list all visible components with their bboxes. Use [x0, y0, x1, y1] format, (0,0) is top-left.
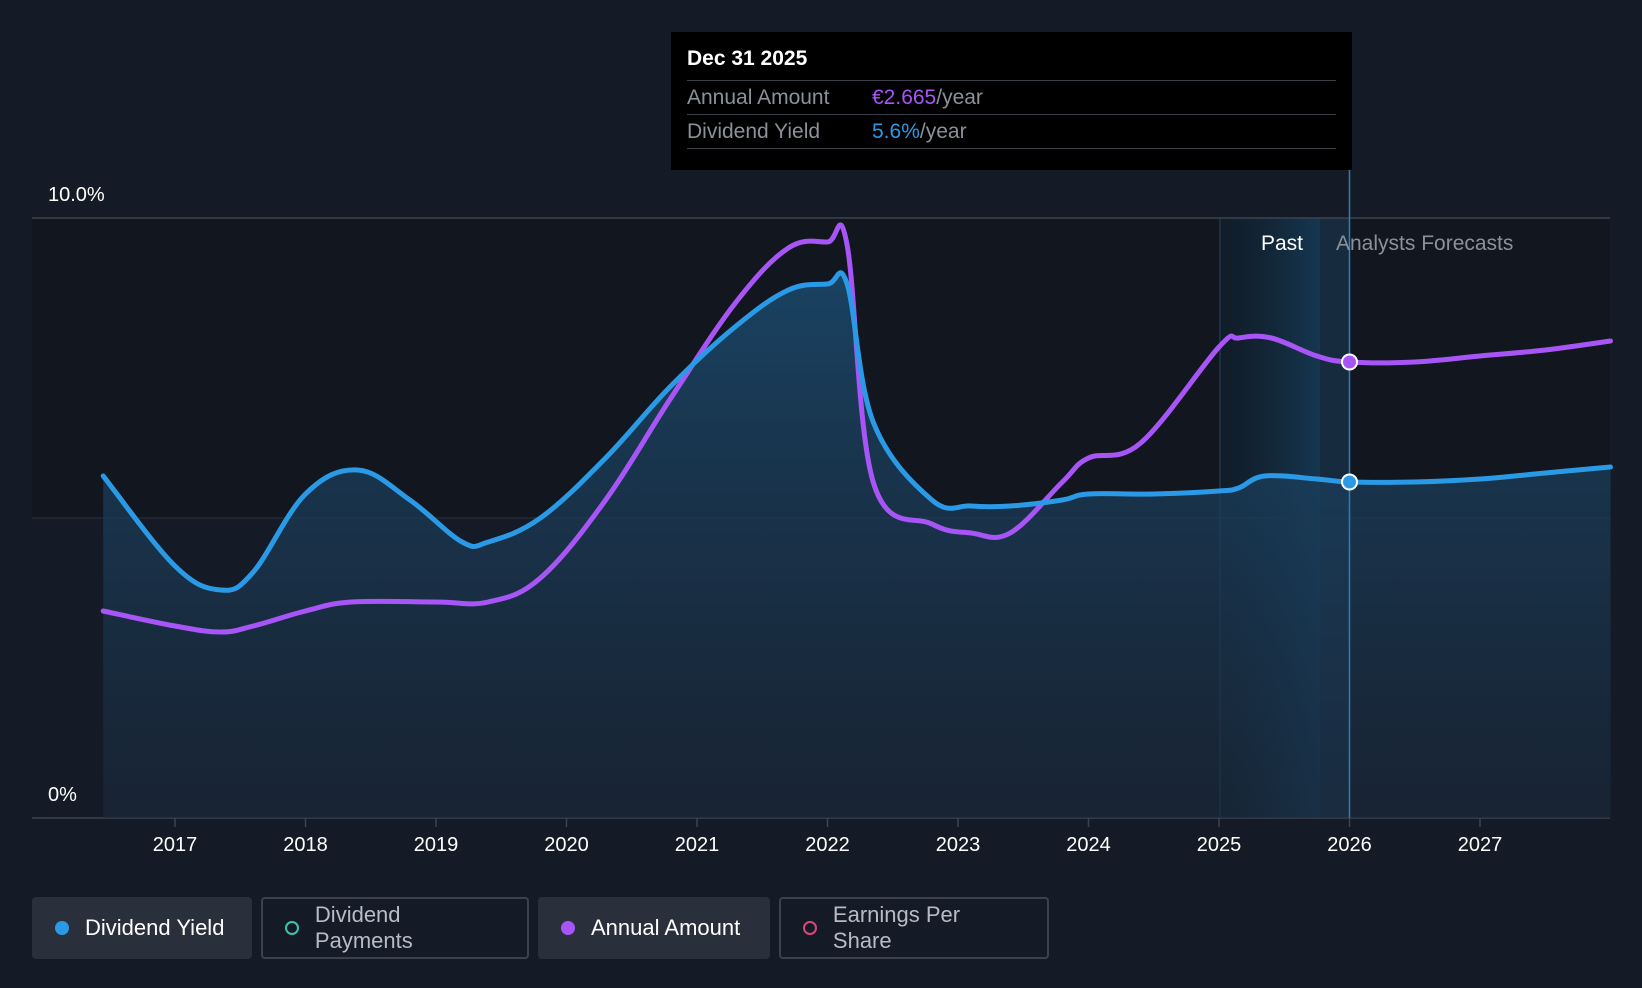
x-tick-label: 2020 — [544, 834, 589, 856]
x-tick-label: 2027 — [1458, 834, 1503, 856]
legend-label: Earnings Per Share — [832, 902, 961, 953]
y-tick-top: 10.0% — [48, 184, 105, 206]
tooltip-unit: /year — [936, 86, 983, 109]
x-tick-label: 2019 — [414, 834, 459, 856]
x-tick-label: 2024 — [1066, 834, 1111, 856]
x-tick-label: 2018 — [283, 834, 328, 856]
past-label: Past — [1261, 232, 1303, 255]
tooltip-label: Dividend Yield — [687, 120, 821, 143]
tooltip-value: €2.665 — [872, 86, 937, 109]
tooltip-unit: /year — [919, 120, 967, 143]
annual-amount-highlight-point[interactable] — [1341, 353, 1358, 371]
dividend-yield-area — [103, 272, 1611, 818]
legend-label: Annual Amount — [591, 915, 741, 940]
legend-annual-amount-button[interactable]: Annual Amount — [538, 897, 770, 959]
legend: Dividend Yield Dividend Payments Annual … — [32, 897, 1049, 959]
tooltip-row-annual-amount: Annual Amount €2.665 /year — [687, 81, 1336, 115]
legend-dividend-yield-button[interactable]: Dividend Yield — [32, 897, 252, 959]
annual-amount-dot-icon — [561, 921, 575, 935]
x-tick-label: 2026 — [1327, 834, 1372, 856]
x-tick-label: 2021 — [675, 834, 720, 856]
tooltip: Dec 31 2025 Annual Amount €2.665 /year D… — [671, 32, 1352, 170]
tooltip-value: 5.6% — [872, 120, 920, 143]
legend-label: Dividend Yield — [85, 915, 225, 940]
tooltip-date: Dec 31 2025 — [687, 44, 1336, 81]
dividend-yield-line[interactable] — [100, 270, 1613, 593]
x-tick-label: 2025 — [1197, 834, 1242, 856]
tooltip-row-dividend-yield: Dividend Yield 5.6% /year — [687, 115, 1336, 149]
x-tick-label: 2023 — [936, 834, 981, 856]
dividend-yield-highlight-point[interactable] — [1341, 473, 1358, 491]
forecast-label: Analysts Forecasts — [1336, 232, 1513, 255]
x-tick-label: 2017 — [153, 834, 198, 856]
y-tick-bottom: 0% — [48, 784, 77, 806]
x-tick-label: 2022 — [805, 834, 850, 856]
dividend-payments-ring-icon — [285, 921, 299, 935]
legend-dividend-payments-button[interactable]: Dividend Payments — [261, 897, 529, 959]
legend-label: Dividend Payments — [314, 902, 413, 953]
earnings-per-share-ring-icon — [803, 921, 817, 935]
annual-amount-line[interactable] — [100, 222, 1613, 635]
tooltip-label: Annual Amount — [687, 86, 830, 109]
dividend-yield-dot-icon — [55, 921, 69, 935]
x-axis-ticks: 2017 2018 2019 2020 2021 2022 2023 2024 2025 2026… — [153, 818, 1503, 856]
legend-earnings-per-share-button[interactable]: Earnings Per Share — [779, 897, 1049, 959]
